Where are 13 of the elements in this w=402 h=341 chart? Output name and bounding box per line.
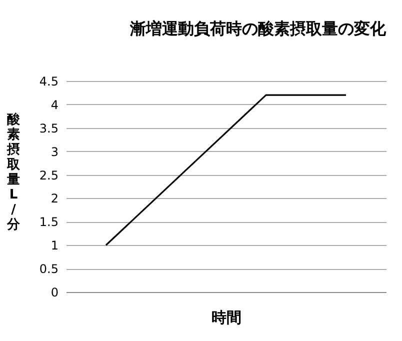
y-tick-label: 4.5: [39, 74, 58, 88]
x-axis-title: 時間: [212, 308, 242, 326]
chart-title: 漸増運動負荷時の酸素摂取量の変化: [129, 19, 387, 38]
y-tick-label: 0: [50, 286, 58, 300]
y-tick-label: 1: [50, 238, 58, 253]
y-tick-label: 3: [50, 144, 58, 159]
y-tick-label: 4: [50, 98, 58, 112]
y-axis-title: 酸素摂取量 L/分: [6, 112, 21, 232]
y-tick-label: 2.5: [39, 168, 58, 182]
y-tick-label: 3.5: [39, 121, 58, 136]
y-tick-label: 2: [50, 192, 58, 206]
y-tick-label: 0.5: [39, 262, 58, 276]
y-tick-label: 1.5: [39, 215, 58, 230]
